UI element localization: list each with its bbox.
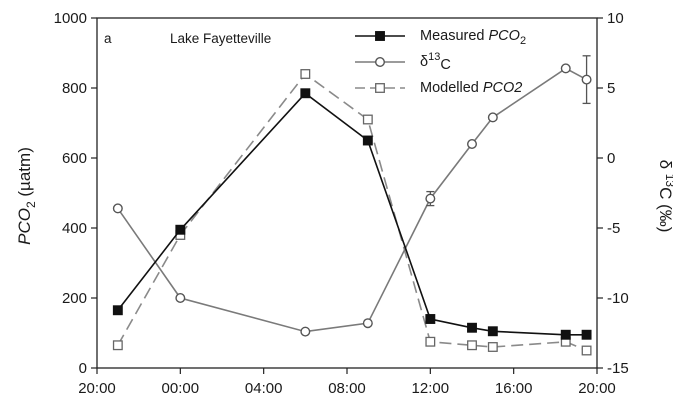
y-right-tick-label: 5	[607, 80, 615, 97]
data-point-d13c	[112, 203, 123, 214]
legend-label-modelled: Modelled PCO2	[420, 80, 522, 96]
data-point-d13c	[581, 74, 592, 85]
legend-measured-text: Measured	[420, 28, 489, 44]
y-right-tick-label: -5	[607, 220, 620, 237]
panel-label: a	[104, 31, 112, 46]
data-point-d13c	[175, 293, 186, 304]
y-left-tick-label: 0	[79, 360, 87, 377]
x-tick-label: 12:00	[412, 380, 450, 397]
y-right-tick-label: 10	[607, 10, 624, 27]
y-right-title-sup: 13	[663, 174, 673, 188]
y-left-tick-label: 1000	[54, 10, 87, 27]
data-point-d13c	[467, 138, 478, 149]
legend-modelled-pco: PCO2	[483, 80, 523, 96]
data-point-d13c	[425, 193, 436, 204]
y-right-title-prefix: δ	[656, 160, 673, 174]
y-right-tick-label: 0	[607, 150, 615, 167]
data-point-modelled	[487, 342, 498, 352]
y-right-title-rest: C (‰)	[656, 187, 673, 232]
data-point-modelled	[425, 336, 436, 347]
legend-marker-measured	[375, 31, 385, 41]
y-right-axis-title: δ 13C (‰)	[656, 160, 673, 233]
legend-label-d13c: δ13C	[420, 51, 451, 73]
data-point-d13c	[300, 326, 311, 337]
plot-frame	[96, 17, 598, 369]
y-right-tick-label: -10	[607, 290, 629, 307]
legend-marker-d13c	[375, 57, 386, 68]
y-left-tick-label: 800	[62, 80, 87, 97]
x-tick-label: 16:00	[495, 380, 533, 397]
x-tick-label: 20:00	[578, 380, 616, 397]
x-tick-label: 08:00	[328, 380, 366, 397]
data-point-modelled	[112, 340, 123, 351]
data-point-measured	[581, 329, 592, 340]
y-left-tick-label: 600	[62, 150, 87, 167]
plot-area-border	[96, 17, 598, 369]
legend-measured-sub: 2	[520, 35, 526, 47]
x-tick-label: 20:00	[78, 380, 116, 397]
data-point-measured	[175, 224, 186, 235]
legend: Measured PCO2 δ13C Modelled PCO2	[355, 28, 526, 96]
series-d13c	[112, 55, 592, 337]
series-line-measured	[117, 92, 587, 336]
y-left-tick-label: 400	[62, 220, 87, 237]
legend-d13c-delta: δ	[420, 54, 428, 70]
chart-title: Lake Fayetteville	[170, 31, 271, 46]
y-right-tick-label: -15	[607, 360, 629, 377]
series-measured	[112, 88, 592, 340]
legend-marker-modelled	[375, 83, 385, 93]
x-tick-label: 04:00	[245, 380, 283, 397]
data-point-measured	[425, 314, 436, 324]
tick-layer: 20:00 00:00 04:00 08:00 12:00 16:00 20:00 0 200 4…	[54, 10, 629, 397]
legend-measured-pco: PCO	[489, 28, 520, 44]
data-point-measured	[300, 88, 311, 99]
series-line-modelled	[117, 72, 587, 352]
legend-d13c-sup: 13	[428, 51, 440, 63]
data-point-d13c	[487, 112, 498, 123]
data-point-measured	[467, 322, 477, 333]
legend-modelled-text: Modelled	[420, 80, 483, 96]
series-layer	[112, 55, 592, 356]
legend-label-measured: Measured PCO2	[420, 28, 526, 47]
data-point-measured	[362, 135, 373, 146]
y-left-tick-label: 200	[62, 290, 87, 307]
data-point-d13c	[362, 318, 373, 329]
data-point-modelled	[362, 114, 373, 125]
y-left-title-unit: (µatm)	[15, 147, 34, 201]
data-point-measured	[487, 326, 498, 337]
legend-d13c-c: C	[440, 57, 450, 73]
data-point-measured	[112, 305, 123, 316]
data-point-modelled	[300, 69, 311, 79]
series-modelled	[112, 69, 592, 356]
y-left-axis-title: PCO2 (µatm)	[15, 147, 38, 245]
data-point-modelled	[467, 340, 477, 351]
data-point-d13c	[560, 63, 571, 74]
y-left-title-sub: 2	[24, 201, 38, 208]
x-tick-label: 00:00	[162, 380, 200, 397]
data-point-modelled	[581, 345, 592, 356]
y-left-title-main: PCO	[15, 208, 34, 245]
data-point-measured	[560, 329, 571, 340]
